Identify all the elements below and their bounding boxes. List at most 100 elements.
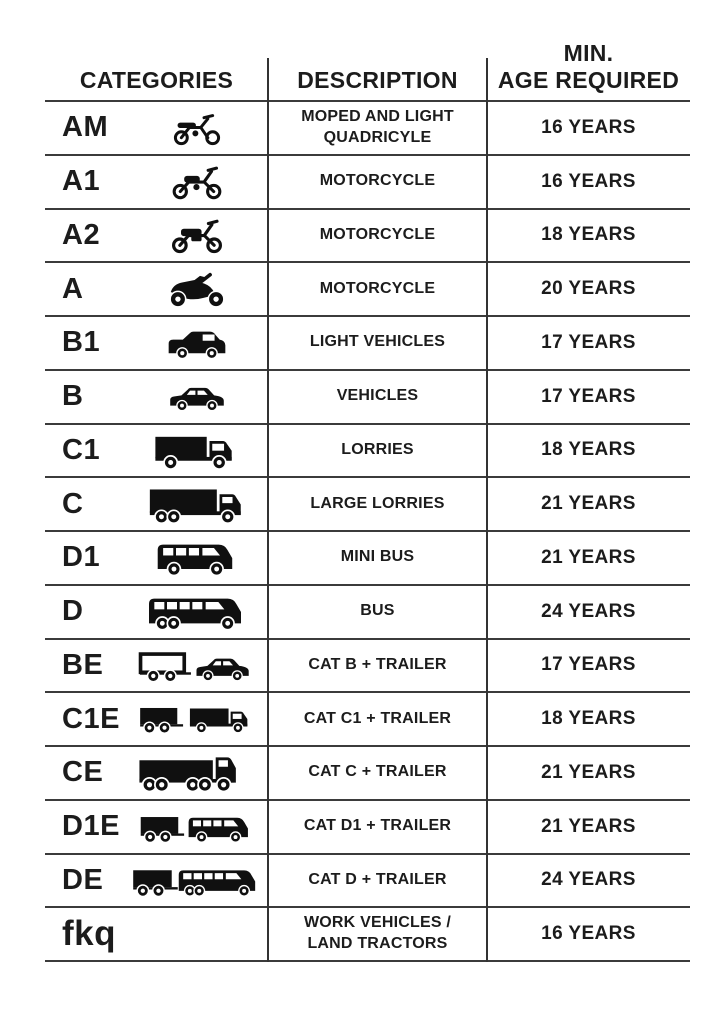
table-row: B1 LIGHT VEHICLES 17 YEARS [45,317,690,371]
lorry-icon [154,429,240,471]
age-text: 18 YEARS [541,708,636,730]
description-cell: CAT C + TRAILER [268,747,487,799]
vehicle-icon-box [126,326,268,360]
table-row: fkq WORK VEHICLES / LAND TRACTORS 16 YEA… [45,908,690,962]
category-cell: DE [45,855,268,907]
description-text: CAT D + TRAILER [308,870,447,888]
age-cell: 16 YEARS [487,908,690,960]
category-code: C1E [62,702,120,735]
category-cell: A1 [45,156,268,208]
description-cell: VEHICLES [268,371,487,423]
vehicle-icon-box [126,810,268,844]
category-code: fkq [62,914,116,954]
description-cell: CAT D + TRAILER [268,855,487,907]
table-body: AM MOPED AND LIGHT QUADRICYLE 16 YEARS A… [45,100,690,962]
vehicle-icon-box [126,750,268,795]
age-cell: 24 YEARS [487,586,690,638]
category-cell: BE [45,640,268,692]
category-cell: B [45,371,268,423]
category-cell: C [45,478,268,530]
description-cell: CAT C1 + TRAILER [268,693,487,745]
table-row: CE CAT C + TRAILER 21 YEARS [45,747,690,801]
moped-icon [170,109,224,147]
age-cell: 24 YEARS [487,855,690,907]
description-text: LARGE LORRIES [310,494,445,512]
category-cell: C1E [45,693,268,745]
description-cell: BUS [268,586,487,638]
table-header-row: CATEGORIES DESCRIPTION MIN. AGE REQUIRED [45,30,690,100]
large-lorry-icon [148,484,246,525]
table-row: AM MOPED AND LIGHT QUADRICYLE 16 YEARS [45,102,690,156]
car-icon [167,382,227,412]
category-code: D1 [62,541,101,574]
category-cell: A [45,263,268,315]
description-cell: LORRIES [268,425,487,477]
vehicle-icon-box [126,215,268,255]
age-cell: 21 YEARS [487,478,690,530]
age-text: 20 YEARS [541,278,636,300]
age-cell: 20 YEARS [487,263,690,315]
category-code: BE [62,648,104,681]
category-cell: C1 [45,425,268,477]
description-cell: LARGE LORRIES [268,478,487,530]
age-text: 24 YEARS [541,869,636,891]
description-cell: MOPED AND LIGHT QUADRICYLE [268,102,487,154]
age-text: 17 YEARS [541,654,636,676]
description-cell: CAT B + TRAILER [268,640,487,692]
description-cell: CAT D1 + TRAILER [268,801,487,853]
age-text: 24 YEARS [541,600,636,622]
description-text: WORK VEHICLES / LAND TRACTORS [303,914,451,953]
license-categories-table: CATEGORIES DESCRIPTION MIN. AGE REQUIRED… [45,30,690,962]
articulated-lorry-icon [138,750,256,795]
description-cell: MOTORCYCLE [268,263,487,315]
column-divider-2 [486,58,488,962]
age-cell: 18 YEARS [487,210,690,262]
min-age-header-line1: MIN. [563,40,614,67]
description-text: CAT D1 + TRAILER [303,817,452,835]
description-text: MOTORCYCLE [319,172,436,190]
vehicle-icon-box [126,648,268,682]
column-divider-1 [267,58,269,962]
description-text: LORRIES [341,440,414,458]
vehicle-icon-box [126,268,268,310]
table-row: C LARGE LORRIES 21 YEARS [45,478,690,532]
vehicle-icon-box [126,429,268,471]
heavy-motorcycle-icon [166,268,228,310]
category-code: D1E [62,810,120,843]
description-cell: MOTORCYCLE [268,210,487,262]
age-cell: 16 YEARS [487,102,690,154]
description-text: MOTORCYCLE [319,279,436,297]
category-cell: A2 [45,210,268,262]
description-text: MOPED AND LIGHT QUADRICYLE [301,108,454,146]
bus-icon [146,592,248,632]
age-text: 21 YEARS [541,493,636,515]
category-cell: B1 [45,317,268,369]
description-cell: MOTORCYCLE [268,156,487,208]
category-code: A [62,272,84,305]
age-cell: 21 YEARS [487,532,690,584]
description-text: MINI BUS [340,548,415,566]
age-cell: 21 YEARS [487,801,690,853]
vehicle-icon-box [126,537,268,578]
motorcycle-icon [168,215,226,255]
description-cell: MINI BUS [268,532,487,584]
minibus-trailer-icon [139,810,255,844]
table-row: C1E CAT C1 + TRAILER 18 YEARS [45,693,690,747]
age-text: 16 YEARS [541,116,636,138]
category-code: AM [62,111,109,144]
category-code: C1 [62,433,101,466]
column-header-min-age: MIN. AGE REQUIRED [487,40,690,93]
description-text: VEHICLES [336,387,419,405]
description-cell: WORK VEHICLES / LAND TRACTORS [268,908,487,960]
minibus-icon [155,537,239,578]
vehicle-icon-box [126,702,268,736]
age-text: 18 YEARS [541,439,636,461]
table-row: D BUS 24 YEARS [45,586,690,640]
description-text: LIGHT VEHICLES [309,333,446,351]
description-text: MOTORCYCLE [319,225,436,243]
age-cell: 16 YEARS [487,156,690,208]
age-text: 21 YEARS [541,761,636,783]
category-cell: CE [45,747,268,799]
age-text: 17 YEARS [541,385,636,407]
